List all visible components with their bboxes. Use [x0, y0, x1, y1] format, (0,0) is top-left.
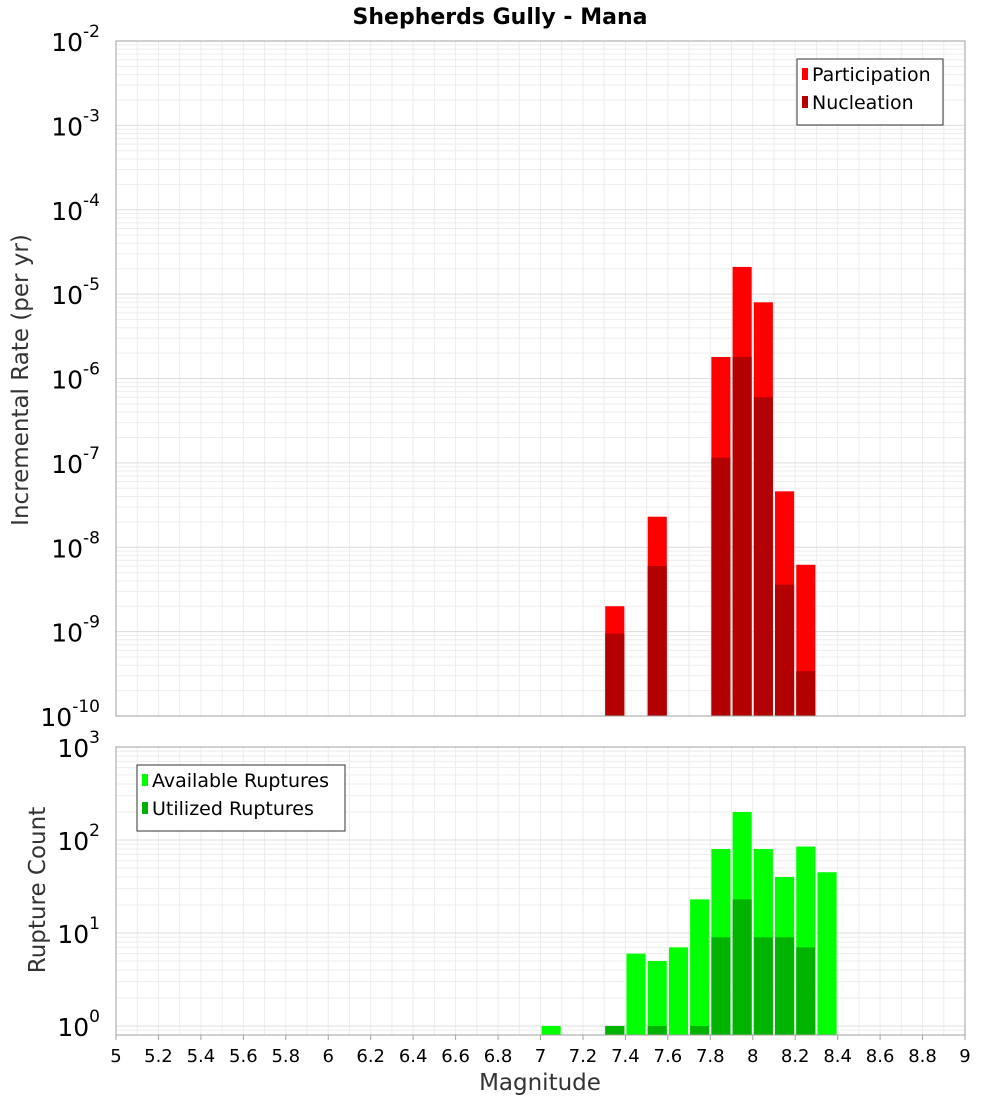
bottom-legend-label: Utilized Ruptures	[152, 798, 314, 820]
top-y-tick-label: 10-6	[51, 360, 100, 395]
top-y-tick-label: 10-5	[51, 275, 100, 310]
bottom-x-ticks: 5 5.2 5.4 5.6 5.8 6 6.2 6.4 6.6 6.8 7 7.2 7.4 7.6 7.8 8…	[110, 1035, 971, 1067]
top-series-2	[605, 356, 816, 716]
bottom-bar	[817, 872, 837, 1035]
bottom-panel: 100 101 102 103 5 5.2 5.4 5.6 5.8 6 6.2 6.4 6.6 6.8 7 7…	[57, 728, 970, 1067]
bottom-x-tick-label: 5.8	[271, 1046, 300, 1067]
top-plot-border	[115, 40, 966, 717]
top-bar	[605, 633, 625, 716]
bottom-x-tick-label: 7.8	[696, 1046, 725, 1067]
bottom-bar	[647, 1025, 667, 1035]
top-legend-swatch	[802, 68, 808, 80]
bottom-x-tick-label: 5	[110, 1046, 121, 1067]
bottom-bar	[775, 937, 795, 1035]
top-y-ticks: 10-10 10-9 10-8 10-7 10-6 10-5 10-4 10-3 10-2	[40, 22, 100, 732]
bottom-bar	[796, 947, 816, 1035]
bottom-legend: Available Ruptures Utilized Ruptures	[136, 764, 346, 832]
top-panel: 10-10 10-9 10-8 10-7 10-6 10-5 10-4 10-3 10-2 Par…	[40, 22, 966, 732]
bottom-bar	[605, 1025, 625, 1035]
bottom-x-tick-label: 7.6	[654, 1046, 683, 1067]
bottom-bar	[690, 1025, 710, 1035]
bottom-x-tick-label: 6.4	[399, 1046, 428, 1067]
top-y-tick-label: 10-4	[51, 191, 100, 226]
bottom-x-tick-label: 8.8	[908, 1046, 937, 1067]
bottom-x-tick-label: 7.2	[569, 1046, 598, 1067]
bottom-x-tick-label: 6	[323, 1046, 334, 1067]
top-legend-label: Nucleation	[812, 92, 914, 114]
bottom-bar	[753, 937, 773, 1035]
bottom-legend-label: Available Ruptures	[152, 770, 329, 792]
top-y-axis-label: Incremental Rate (per yr)	[8, 234, 34, 526]
top-y-tick-label: 10-10	[40, 697, 100, 732]
bottom-x-tick-label: 6.8	[484, 1046, 513, 1067]
top-legend-box	[796, 58, 944, 126]
top-legend-swatch	[802, 96, 808, 108]
bottom-x-tick-label: 5.4	[187, 1046, 216, 1067]
top-legend-label: Participation	[812, 64, 931, 86]
bottom-bar	[668, 947, 689, 1035]
bottom-y-tick-label: 101	[57, 914, 100, 949]
top-bar	[732, 356, 752, 716]
bottom-x-tick-label: 8.2	[781, 1046, 810, 1067]
bottom-x-tick-label: 7	[535, 1046, 546, 1067]
chart-title: Shepherds Gully - Mana	[353, 5, 648, 30]
bottom-x-tick-label: 5.2	[144, 1046, 173, 1067]
bottom-x-tick-label: 9	[959, 1046, 970, 1067]
bottom-bar	[541, 1025, 561, 1035]
bottom-y-axis-label: Rupture Count	[25, 807, 51, 973]
bottom-legend-box	[136, 764, 346, 832]
bottom-y-tick-label: 103	[57, 728, 100, 763]
top-bar	[753, 397, 773, 716]
top-y-tick-label: 10-7	[51, 444, 100, 479]
bottom-x-tick-label: 8.4	[823, 1046, 852, 1067]
bottom-bar	[626, 953, 646, 1035]
top-y-tick-label: 10-2	[51, 22, 100, 57]
bottom-bar	[732, 899, 752, 1035]
top-bar	[796, 671, 816, 716]
bottom-bar	[711, 937, 731, 1035]
top-legend: Participation Nucleation	[796, 58, 944, 126]
bottom-y-tick-label: 102	[57, 821, 100, 856]
bottom-legend-swatch	[142, 774, 148, 786]
bottom-bar	[690, 899, 710, 1035]
top-y-tick-label: 10-9	[51, 613, 100, 648]
top-bar	[647, 565, 667, 716]
bottom-x-tick-label: 5.6	[229, 1046, 258, 1067]
bottom-x-tick-label: 7.4	[611, 1046, 640, 1067]
top-y-tick-label: 10-3	[51, 106, 100, 141]
bottom-y-ticks: 100 101 102 103	[57, 728, 100, 1042]
top-y-tick-label: 10-8	[51, 528, 100, 563]
bottom-bar	[647, 960, 667, 1035]
bottom-y-tick-label: 100	[57, 1007, 100, 1042]
top-bar	[711, 457, 731, 716]
top-bar	[775, 584, 795, 716]
bottom-x-tick-label: 6.6	[441, 1046, 470, 1067]
bottom-x-tick-label: 8	[747, 1046, 758, 1067]
bottom-series-2	[605, 899, 816, 1035]
bottom-x-tick-label: 6.2	[356, 1046, 385, 1067]
bottom-legend-swatch	[142, 802, 148, 814]
x-axis-label: Magnitude	[479, 1070, 601, 1096]
bottom-x-tick-label: 8.6	[866, 1046, 895, 1067]
